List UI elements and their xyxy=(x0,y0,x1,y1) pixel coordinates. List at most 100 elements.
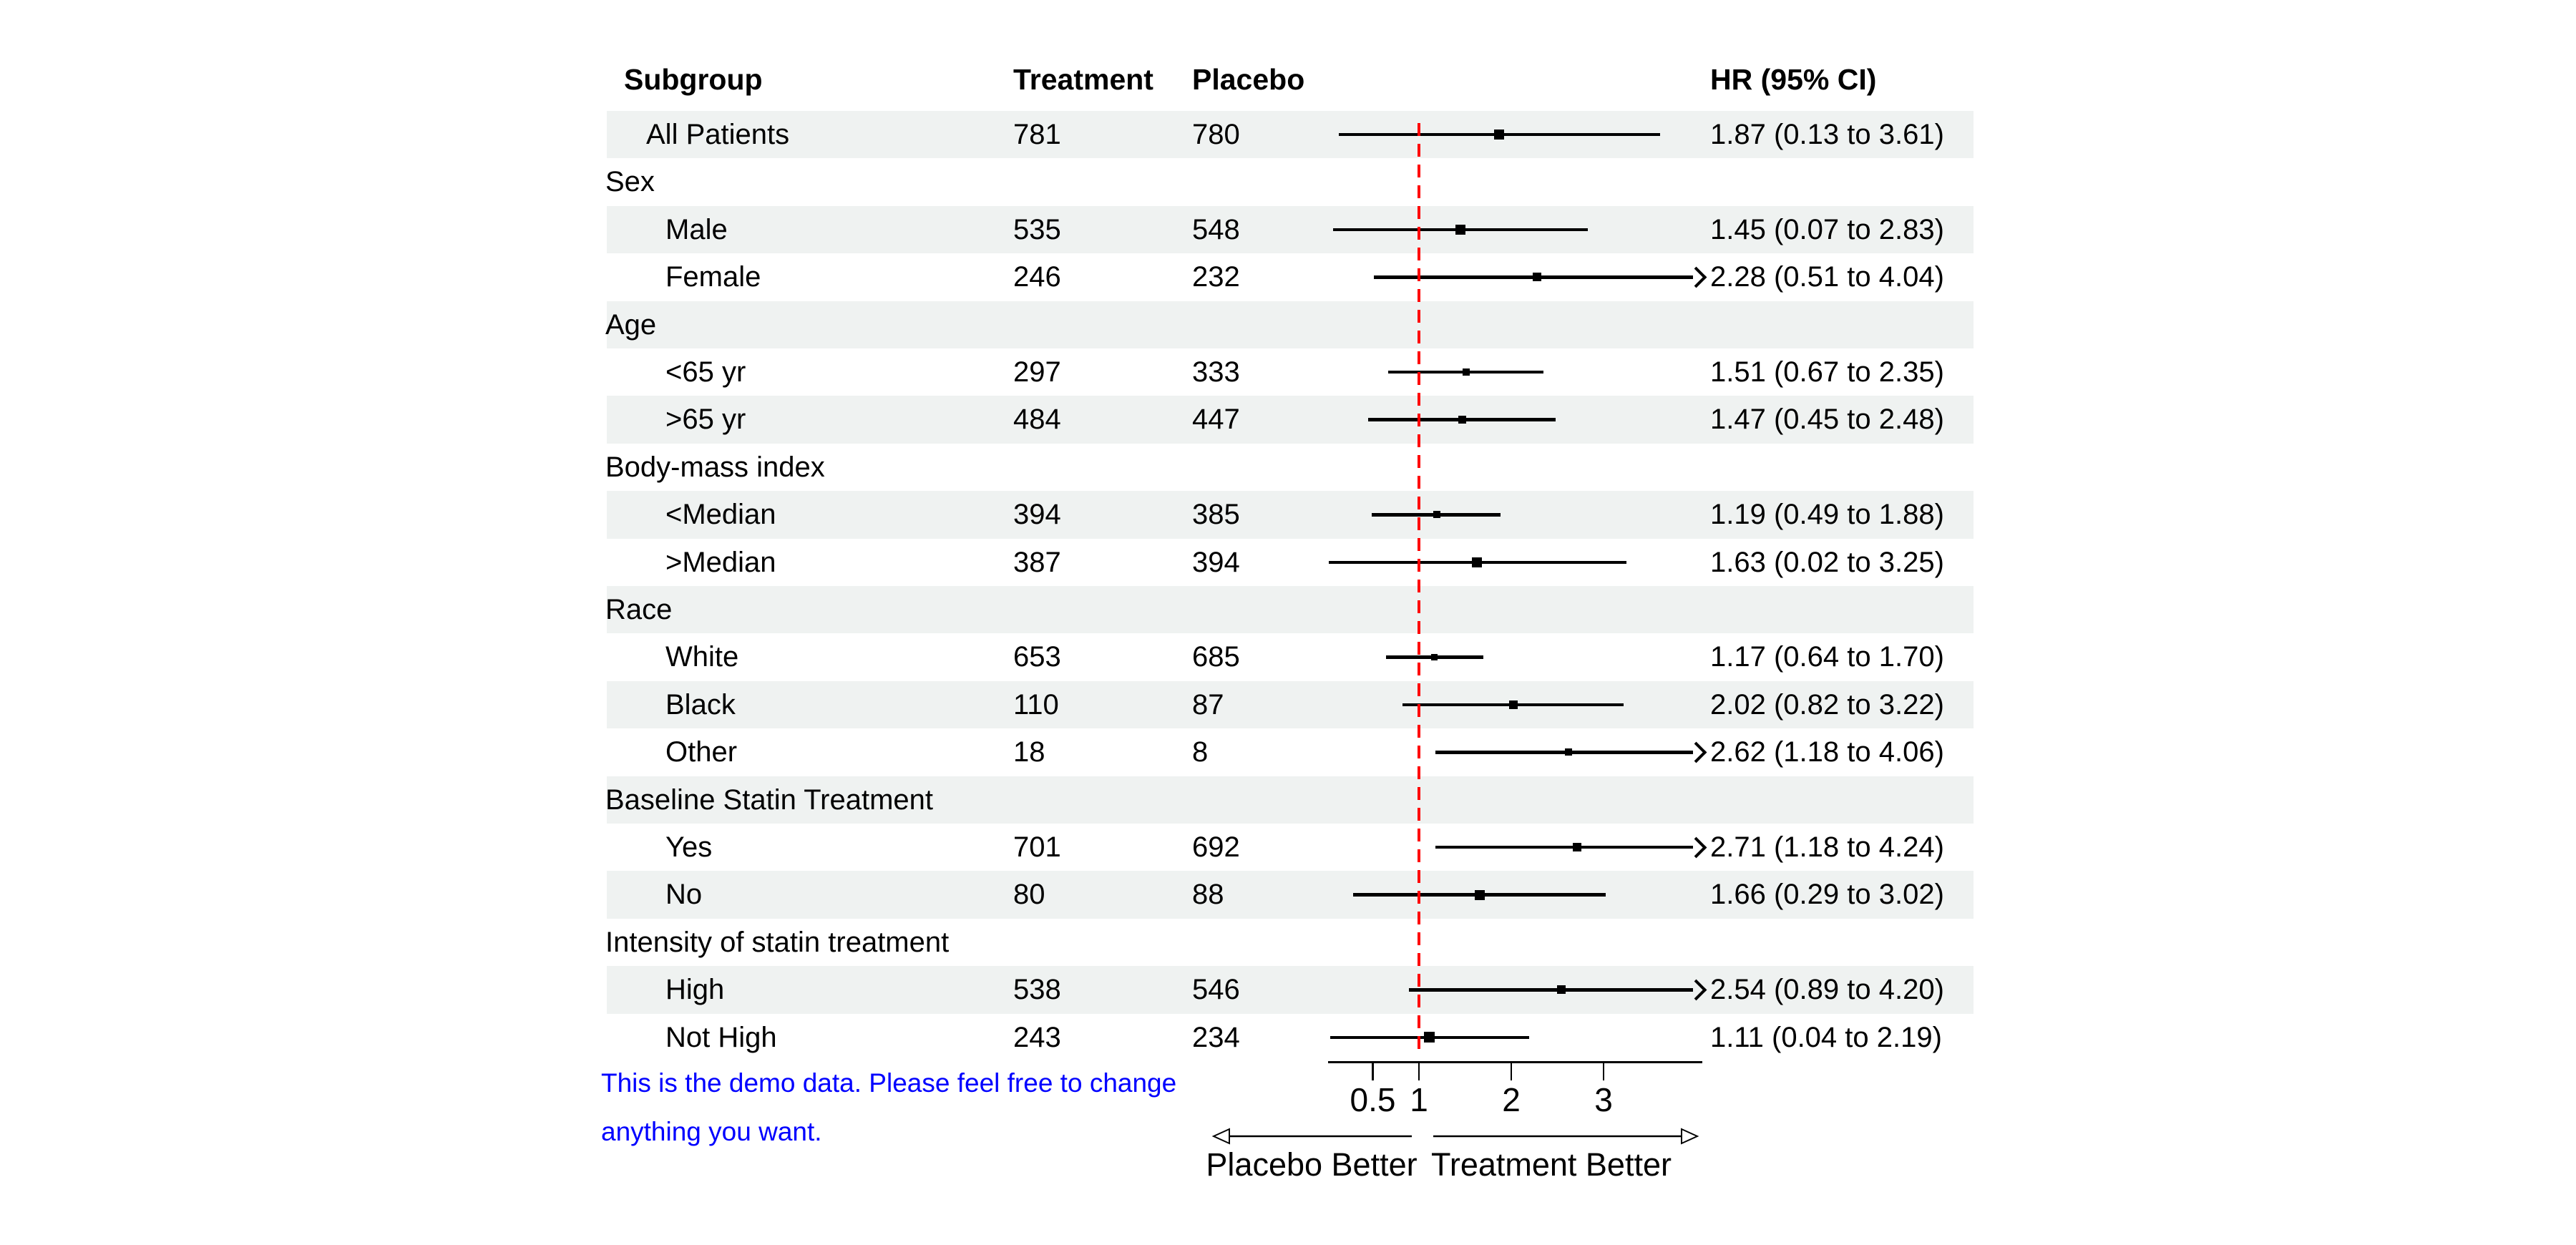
row-band xyxy=(607,680,1974,729)
subgroup-label: Other xyxy=(665,736,738,768)
subgroup-header-label: Race xyxy=(605,594,673,625)
x-axis-tick xyxy=(1510,1062,1513,1080)
left-arrowhead-icon xyxy=(1211,1128,1230,1145)
x-axis-tick xyxy=(1602,1062,1605,1080)
placebo-count: 780 xyxy=(1192,119,1240,150)
column-header-subgroup: Subgroup xyxy=(624,63,763,96)
subgroup-label: Black xyxy=(665,688,736,721)
subgroup-label: >Median xyxy=(665,546,776,578)
hr-point-marker xyxy=(1458,416,1467,424)
placebo-count: 548 xyxy=(1192,213,1240,245)
treatment-count: 535 xyxy=(1013,213,1061,245)
treatment-count: 701 xyxy=(1013,831,1061,863)
hr-point-marker xyxy=(1533,273,1542,282)
subgroup-header-label: Baseline Statin Treatment xyxy=(605,783,934,816)
hr-point-marker xyxy=(1455,225,1466,235)
x-axis-tick-label: 1 xyxy=(1410,1081,1428,1118)
subgroup-header-label: Body-mass index xyxy=(605,451,825,483)
hr-point-marker xyxy=(1564,748,1572,756)
subgroup-label: Male xyxy=(665,213,728,245)
hr-point-marker xyxy=(1572,843,1581,852)
treatment-count: 110 xyxy=(1013,688,1059,721)
hr-ci-value: 2.02 (0.82 to 3.22) xyxy=(1710,688,1944,721)
hr-point-marker xyxy=(1556,985,1566,995)
placebo-count: 234 xyxy=(1192,1021,1240,1053)
hr-ci-value: 1.66 (0.29 to 3.02) xyxy=(1710,879,1944,911)
treatment-count: 246 xyxy=(1013,261,1061,293)
row-band xyxy=(607,871,1974,919)
row-band xyxy=(607,491,1974,539)
hr-ci-value: 2.62 (1.18 to 4.06) xyxy=(1710,736,1944,768)
treatment-count: 80 xyxy=(1013,879,1045,911)
placebo-count: 685 xyxy=(1192,641,1240,673)
hr-point-marker xyxy=(1433,511,1440,519)
subgroup-label: <65 yr xyxy=(665,356,746,388)
direction-label-treatment: Treatment Better xyxy=(1431,1146,1672,1183)
subgroup-label: >65 yr xyxy=(665,404,746,436)
x-axis-tick xyxy=(1372,1062,1374,1080)
hr-point-marker xyxy=(1431,654,1438,661)
x-axis-tick-label: 2 xyxy=(1502,1081,1521,1118)
treatment-count: 297 xyxy=(1013,356,1061,388)
subgroup-label: High xyxy=(665,974,725,1006)
placebo-count: 88 xyxy=(1192,879,1224,911)
column-header-placebo: Placebo xyxy=(1192,63,1305,96)
subgroup-label: Not High xyxy=(665,1021,777,1053)
x-axis-tick-label: 0.5 xyxy=(1350,1081,1396,1118)
column-header-hr: HR (95% CI) xyxy=(1710,63,1877,96)
placebo-count: 8 xyxy=(1192,736,1209,768)
placebo-count: 333 xyxy=(1192,356,1240,388)
treatment-count: 18 xyxy=(1013,736,1045,768)
row-band xyxy=(607,205,1974,254)
x-axis-line xyxy=(1328,1061,1702,1063)
row-band xyxy=(607,776,1974,824)
ci-arrowhead-icon xyxy=(1685,266,1707,288)
subgroup-label: Female xyxy=(665,261,761,293)
subgroup-label: Yes xyxy=(665,831,713,863)
placebo-count: 232 xyxy=(1192,261,1240,293)
hr-ci-value: 1.45 (0.07 to 2.83) xyxy=(1710,213,1944,245)
subgroup-header-label: Sex xyxy=(605,166,655,198)
subgroup-header-label: Intensity of statin treatment xyxy=(605,926,950,958)
note-line-1: This is the demo data. Please feel free … xyxy=(601,1068,1177,1098)
subgroup-label: White xyxy=(665,641,739,673)
ci-arrowhead-icon xyxy=(1685,836,1707,859)
treatment-count: 484 xyxy=(1013,404,1061,436)
treatment-count: 538 xyxy=(1013,974,1061,1006)
hr-ci-value: 1.51 (0.67 to 2.35) xyxy=(1710,356,1944,388)
row-band xyxy=(607,111,1974,159)
subgroup-header-label: Age xyxy=(605,308,657,341)
treatment-count: 781 xyxy=(1013,119,1061,150)
subgroup-label: All Patients xyxy=(646,119,790,150)
hr-point-marker xyxy=(1494,130,1505,140)
subgroup-label: No xyxy=(665,879,703,911)
hr-ci-value: 1.11 (0.04 to 2.19) xyxy=(1710,1021,1942,1053)
direction-label-placebo: Placebo Better xyxy=(1206,1146,1418,1183)
placebo-count: 447 xyxy=(1192,404,1240,436)
placebo-count: 692 xyxy=(1192,831,1240,863)
hr-ci-value: 2.71 (1.18 to 4.24) xyxy=(1710,831,1944,863)
hr-ci-value: 1.17 (0.64 to 1.70) xyxy=(1710,641,1944,673)
ci-arrowhead-icon xyxy=(1685,741,1707,763)
right-arrowhead-icon xyxy=(1681,1128,1699,1145)
treatment-count: 387 xyxy=(1013,546,1061,578)
hr-ci-value: 2.28 (0.51 to 4.04) xyxy=(1710,261,1944,293)
row-band xyxy=(607,396,1974,444)
hr-ci-value: 2.54 (0.89 to 4.20) xyxy=(1710,974,1944,1006)
treatment-count: 243 xyxy=(1013,1021,1061,1053)
direction-arrows xyxy=(1211,1128,1699,1145)
hr-ci-value: 1.63 (0.02 to 3.25) xyxy=(1710,546,1944,578)
column-header-treatment: Treatment xyxy=(1013,63,1153,96)
note-line-2: anything you want. xyxy=(601,1117,822,1146)
hr-ci-value: 1.47 (0.45 to 2.48) xyxy=(1710,404,1944,436)
ci-line xyxy=(1435,845,1693,849)
hr-point-marker xyxy=(1472,557,1483,567)
ci-line xyxy=(1408,988,1693,992)
row-band xyxy=(607,301,1974,348)
placebo-count: 394 xyxy=(1192,546,1240,578)
placebo-count: 385 xyxy=(1192,499,1240,531)
treatment-count: 653 xyxy=(1013,641,1061,673)
treatment-count: 394 xyxy=(1013,499,1061,531)
subgroup-label: <Median xyxy=(665,499,776,531)
